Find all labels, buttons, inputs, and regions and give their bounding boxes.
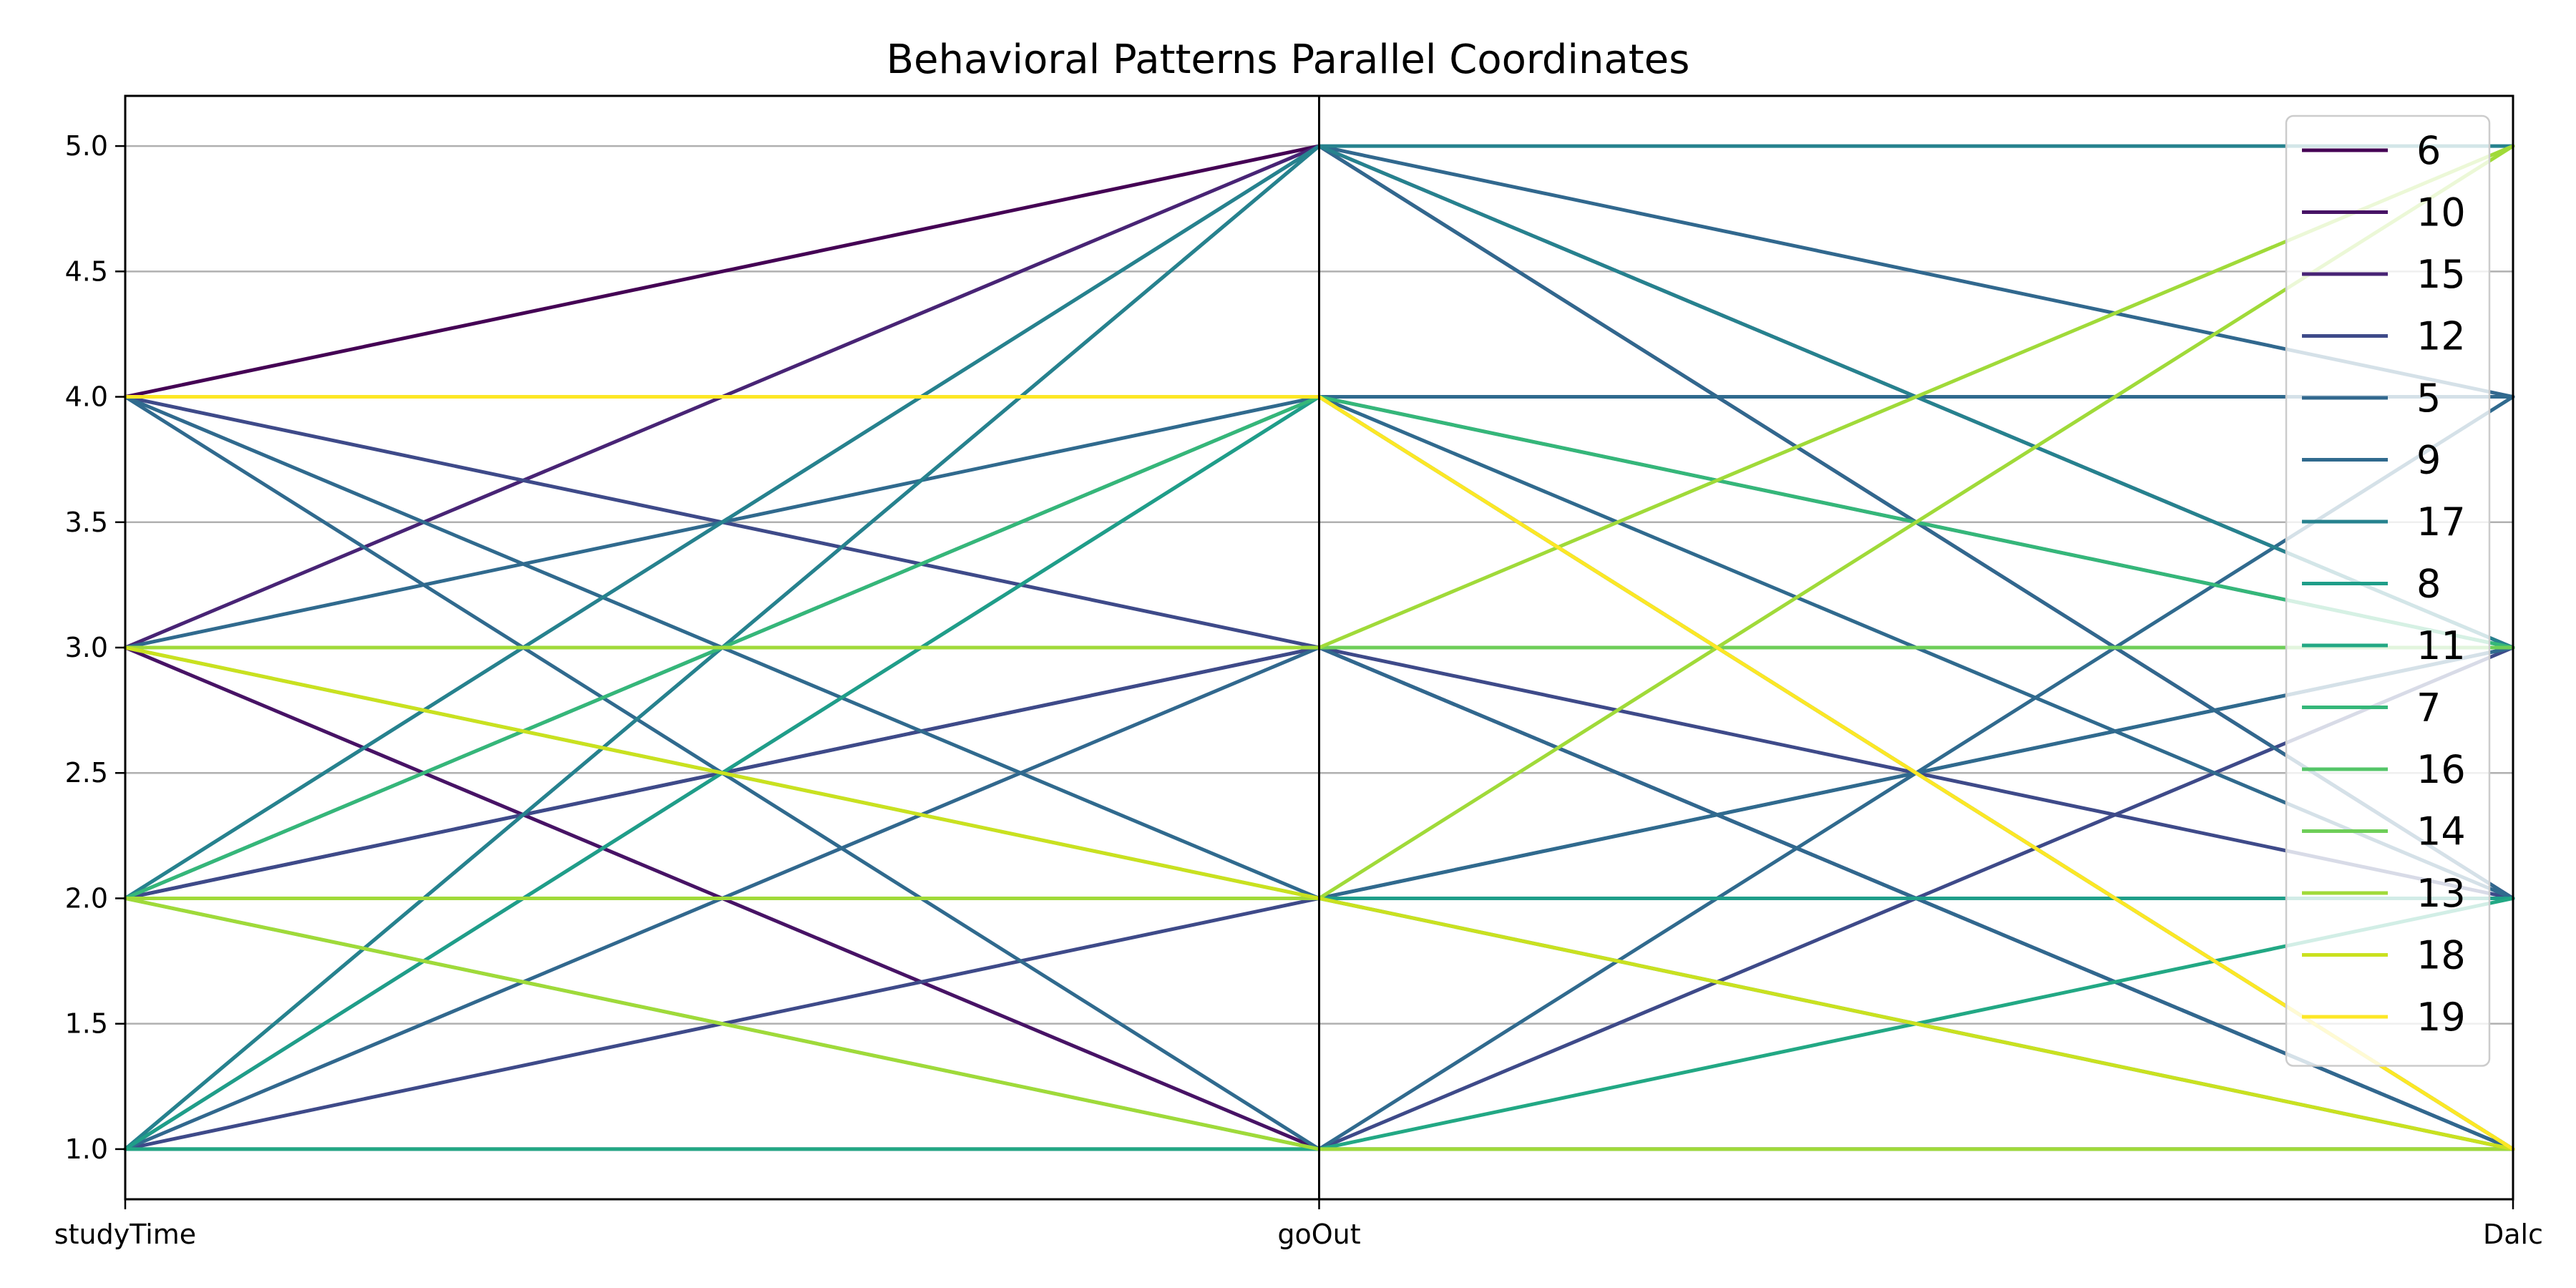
legend-label-18: 18 (2416, 933, 2466, 978)
legend-label-15: 15 (2416, 252, 2466, 297)
legend-label-5: 5 (2416, 376, 2441, 421)
y-tick-label-2: 2.0 (65, 882, 108, 914)
y-tick-label-1: 1.5 (65, 1008, 108, 1040)
legend-label-14: 14 (2416, 809, 2466, 854)
legend-label-17: 17 (2416, 499, 2466, 545)
y-tick-label-4: 3.0 (65, 632, 108, 663)
legend-label-7: 7 (2416, 686, 2441, 731)
legend: 6 10 15 12 5 9 17 8 11 7 16 14 13 18 19 (2285, 114, 2491, 1067)
x-tick-label-Dalc: Dalc (2483, 1219, 2543, 1250)
x-tick-label-goOut: goOut (1277, 1219, 1360, 1250)
y-tick-label-8: 5.0 (65, 130, 108, 162)
y-tick-label-7: 4.5 (65, 255, 108, 287)
legend-label-11: 11 (2416, 623, 2466, 668)
legend-box (2285, 114, 2491, 1067)
chart-title: Behavioral Patterns Parallel Coordinates (887, 36, 1690, 83)
legend-label-19: 19 (2416, 995, 2466, 1040)
y-tick-label-0: 1.0 (65, 1133, 108, 1165)
y-tick-label-5: 3.5 (65, 507, 108, 538)
legend-label-9: 9 (2416, 438, 2441, 483)
legend-label-10: 10 (2416, 190, 2466, 235)
x-tick-label-studyTime: studyTime (54, 1219, 196, 1250)
y-tick-label-3: 2.5 (65, 757, 108, 789)
legend-label-8: 8 (2416, 562, 2441, 607)
legend-label-16: 16 (2416, 747, 2466, 792)
y-tick-label-6: 4.0 (65, 381, 108, 413)
legend-label-12: 12 (2416, 314, 2466, 359)
legend-label-6: 6 (2416, 128, 2441, 173)
axes-layer: 1.0 1.5 2.0 2.5 3.0 3.5 4.0 4.5 5.0 studyTime goOu… (54, 94, 2543, 1250)
legend-label-13: 13 (2416, 871, 2466, 916)
